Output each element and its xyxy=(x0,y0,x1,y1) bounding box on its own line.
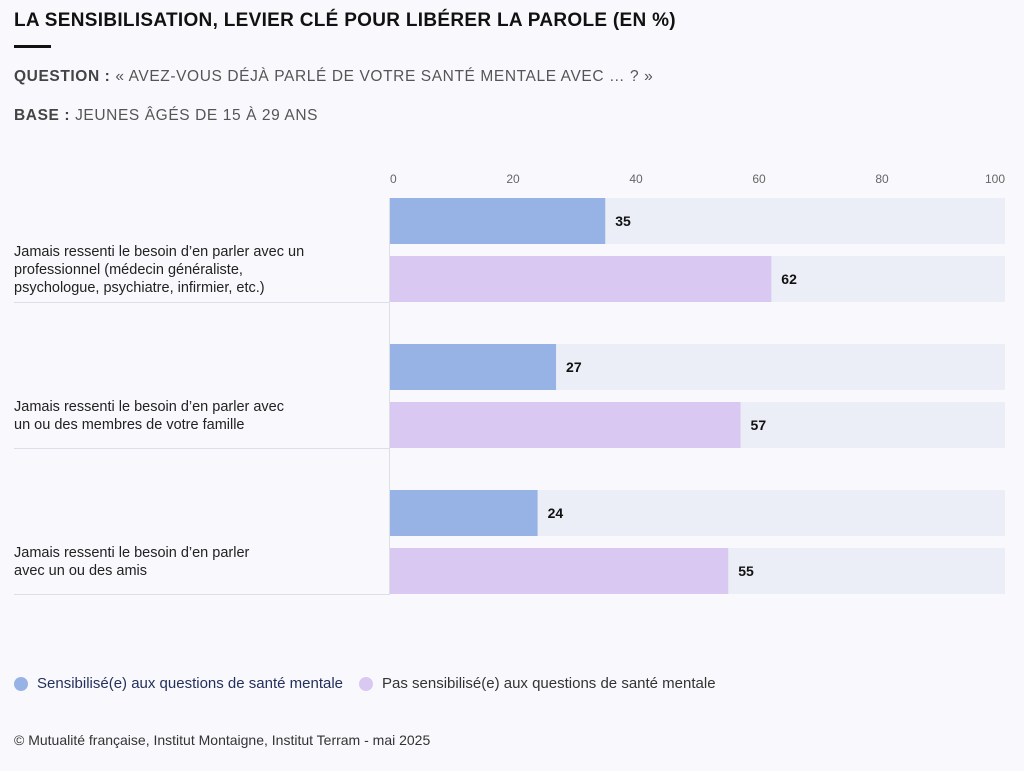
data-label: 24 xyxy=(548,505,564,521)
question-line: QUESTION : « AVEZ-VOUS DÉJÀ PARLÉ DE VOT… xyxy=(14,68,653,86)
legend-label-pas-sensibilise: Pas sensibilisé(e) aux questions de sant… xyxy=(382,675,716,692)
category-label: un ou des membres de votre famille xyxy=(14,417,245,433)
legend-swatch-sensibilise xyxy=(14,676,28,691)
bar xyxy=(390,490,538,536)
x-tick-label: 60 xyxy=(752,172,766,186)
bar xyxy=(390,256,772,302)
data-label: 27 xyxy=(566,359,582,375)
question-label: QUESTION : xyxy=(14,68,111,85)
legend-swatch-pas-sensibilise xyxy=(359,676,374,691)
legend-item-sensibilise: Sensibilisé(e) aux questions de santé me… xyxy=(14,675,343,692)
category-label: Jamais ressenti le besoin d’en parler av… xyxy=(14,244,304,260)
chart-title: LA SENSIBILISATION, LEVIER CLÉ POUR LIBÉ… xyxy=(14,10,676,31)
bar xyxy=(390,344,557,390)
legend-label-sensibilise: Sensibilisé(e) aux questions de santé me… xyxy=(37,675,344,692)
x-tick-label: 40 xyxy=(629,172,643,186)
bar xyxy=(390,198,606,244)
category-label: professionnel (médecin généraliste, xyxy=(14,262,243,278)
base-label: BASE : xyxy=(14,107,71,124)
category-label: Jamais ressenti le besoin d’en parler xyxy=(14,545,250,561)
legend-item-pas-sensibilise: Pas sensibilisé(e) aux questions de sant… xyxy=(359,675,716,692)
bar-chart: 0 20 40 60 80 100 Jamais ressenti le besoin d’… xyxy=(14,172,1005,595)
x-tick-label: 80 xyxy=(875,172,889,186)
data-label: 57 xyxy=(751,417,767,433)
base-line: BASE : JEUNES ÂGÉS DE 15 À 29 ANS xyxy=(14,107,318,125)
data-label: 55 xyxy=(738,563,754,579)
category-label: avec un ou des amis xyxy=(14,563,147,579)
bar xyxy=(390,548,729,594)
category-label: Jamais ressenti le besoin d’en parler av… xyxy=(14,399,284,415)
legend: Sensibilisé(e) aux questions de santé me… xyxy=(14,675,732,692)
x-tick-label: 100 xyxy=(985,172,1005,186)
source-credit: © Mutualité française, Institut Montaign… xyxy=(14,732,431,748)
bar xyxy=(390,402,741,448)
data-label: 62 xyxy=(781,271,797,287)
category-label: psychologue, psychiatre, infirmier, etc.… xyxy=(14,280,265,296)
base-text: JEUNES ÂGÉS DE 15 À 29 ANS xyxy=(75,107,319,124)
x-tick-label: 20 xyxy=(506,172,520,186)
title-underline xyxy=(14,45,51,48)
data-label: 35 xyxy=(615,213,631,229)
question-text: « AVEZ-VOUS DÉJÀ PARLÉ DE VOTRE SANTÉ ME… xyxy=(115,68,654,85)
x-tick-label: 0 xyxy=(390,172,397,186)
